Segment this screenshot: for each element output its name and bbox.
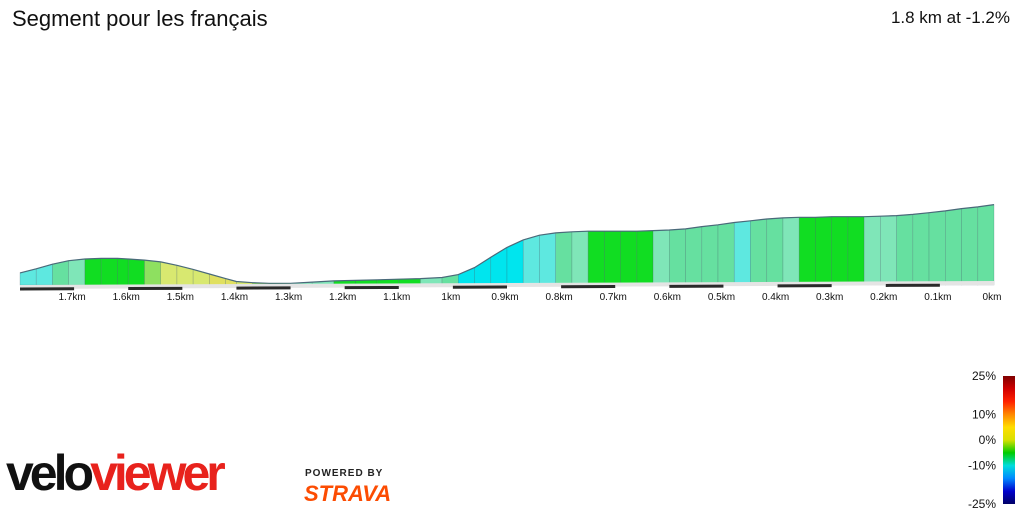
profile-segment: [522, 234, 540, 286]
x-tick-label: 0km: [983, 292, 1002, 303]
x-tick-label: 1.6km: [113, 292, 140, 303]
x-tick-label: 1.1km: [383, 292, 410, 303]
profile-segment: [555, 231, 573, 286]
distance-ticks: 1.7km 1.6km 1.5km 1.4km 1.3km 1.2km 1.1km 1km 0.…: [58, 292, 1001, 303]
profile-segment: [685, 226, 703, 286]
profile-segment: [815, 216, 832, 286]
grade-scale-label: 25%: [972, 369, 996, 383]
profile-segment: [68, 258, 86, 286]
profile-segment: [84, 258, 102, 286]
grade-scale-label: 0%: [979, 433, 997, 447]
profile-segment: [620, 230, 638, 286]
profile-segment: [52, 260, 69, 286]
profile-segments: [19, 204, 995, 286]
profile-segment: [127, 258, 145, 286]
profile-segment: [539, 232, 557, 286]
x-tick-label: 1.5km: [167, 292, 194, 303]
profile-segment: [636, 230, 654, 286]
segment-summary: 1.8 km at -1.2%: [890, 8, 1010, 27]
profile-segment: [733, 220, 751, 286]
profile-segment: [896, 214, 914, 286]
x-tick-label: 1.7km: [58, 292, 85, 303]
x-tick-label: 1.3km: [275, 292, 302, 303]
strava-logo[interactable]: STRAVA: [304, 481, 392, 506]
profile-segment: [782, 216, 800, 286]
profile-segment: [604, 230, 621, 286]
profile-segment: [117, 258, 129, 286]
x-tick-label: 1km: [441, 292, 460, 303]
grade-scale-label: -25%: [968, 497, 996, 511]
profile-segment: [798, 217, 816, 286]
profile-segment: [35, 263, 53, 286]
profile-outline: [19, 204, 995, 284]
x-tick-label: 0.1km: [924, 292, 951, 303]
grade-scale-label: -10%: [968, 459, 996, 473]
profile-segment: [100, 258, 118, 286]
x-tick-label: 1.2km: [329, 292, 356, 303]
profile-segment: [571, 230, 589, 286]
profile-segment: [144, 259, 161, 286]
x-tick-label: 0.4km: [762, 292, 789, 303]
profile-segment: [944, 208, 962, 286]
profile-segment: [928, 210, 946, 286]
powered-by-label: POWERED BY: [305, 468, 384, 479]
profile-segment: [209, 273, 226, 286]
grade-scale-label: 10%: [972, 407, 996, 421]
profile-segment: [831, 216, 849, 286]
distance-baseline: [19, 281, 994, 291]
profile-segment: [863, 215, 881, 286]
profile-segment: [587, 230, 605, 286]
profile-segment: [750, 218, 768, 286]
page-title: Segment pour les français: [12, 6, 268, 31]
profile-segment: [457, 267, 475, 286]
veloviewer-logo[interactable]: veloviewer: [6, 445, 226, 501]
profile-segment: [474, 256, 492, 286]
x-tick-label: 1.4km: [221, 292, 248, 303]
profile-segment: [766, 217, 784, 286]
x-tick-label: 0.5km: [708, 292, 735, 303]
x-tick-label: 0.6km: [654, 292, 681, 303]
profile-segment: [880, 215, 897, 286]
profile-segment: [847, 216, 865, 286]
profile-segment: [701, 224, 719, 286]
profile-segment: [961, 206, 979, 286]
profile-segment: [490, 246, 508, 286]
x-tick-label: 0.8km: [545, 292, 572, 303]
x-tick-label: 0.2km: [870, 292, 897, 303]
x-tick-label: 0.7km: [600, 292, 627, 303]
grade-scale-labels: 25% 10% 0% -10% -25%: [968, 369, 996, 511]
grade-color-scale: [1003, 376, 1015, 504]
profile-segment: [977, 204, 995, 286]
profile-segment: [912, 212, 930, 286]
x-tick-label: 0.3km: [816, 292, 843, 303]
profile-segment: [652, 229, 670, 286]
profile-segment: [717, 222, 735, 286]
x-tick-label: 0.9km: [491, 292, 518, 303]
profile-segment: [669, 228, 686, 286]
